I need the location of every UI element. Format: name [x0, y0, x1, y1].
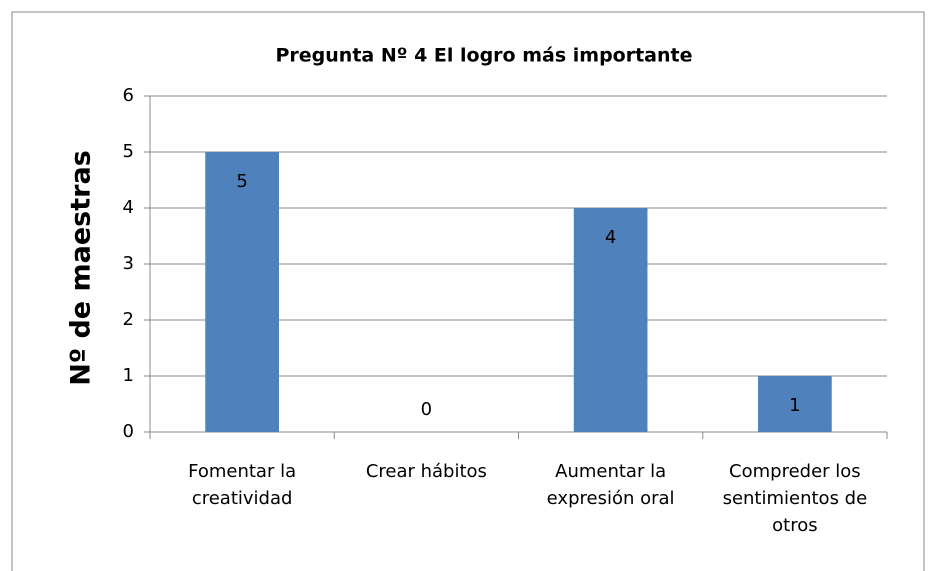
x-tick-label: Fomentar la creatividad	[188, 461, 296, 509]
y-tick-label: 5	[123, 141, 134, 162]
x-tick-label-line: expresión oral	[547, 488, 675, 509]
y-tick-label: 2	[123, 309, 134, 330]
bar	[573, 208, 648, 432]
x-tick-label: Aumentar la expresión oral	[547, 461, 675, 509]
x-tick-label: Crear hábitos	[366, 461, 487, 482]
y-tick-label: 0	[123, 421, 134, 442]
x-tick-label-line: Fomentar la	[188, 461, 296, 482]
data-label: 0	[421, 399, 432, 420]
chart-frame	[11, 11, 925, 571]
y-tick-label: 6	[123, 85, 134, 106]
x-tick-label-line: Crear hábitos	[366, 461, 487, 482]
y-tick-label: 4	[123, 197, 134, 218]
data-label: 4	[605, 227, 616, 248]
y-axis-label: Nº de maestras	[66, 150, 97, 386]
bar	[758, 376, 832, 432]
y-tick-label: 1	[123, 365, 134, 386]
x-tick-label-line: sentimientos de	[723, 488, 868, 509]
chart-title: Pregunta Nº 4 El logro más importante	[275, 45, 692, 67]
x-tick-label-line: Compreder los	[729, 461, 861, 482]
x-tick-label-line: otros	[772, 515, 817, 536]
data-label: 5	[236, 171, 247, 192]
y-tick-label: 3	[123, 253, 134, 274]
x-tick-label-line: creatividad	[192, 488, 293, 509]
bar	[205, 152, 279, 432]
x-tick-label-line: Aumentar la	[555, 461, 666, 482]
x-tick-label: Compreder los sentimientos de otros	[723, 461, 868, 536]
data-label: 1	[789, 395, 800, 416]
